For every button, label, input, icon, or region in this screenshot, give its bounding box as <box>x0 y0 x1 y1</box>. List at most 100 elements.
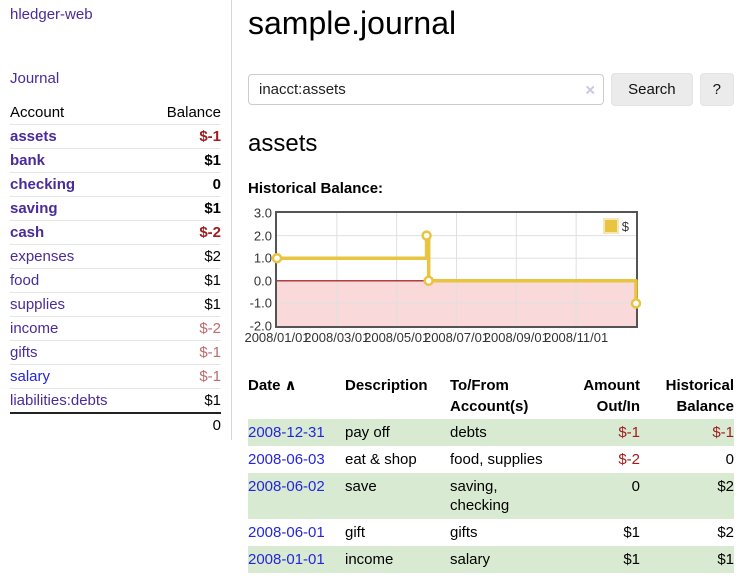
transaction-balance: 0 <box>725 451 734 468</box>
transaction-balance: $2 <box>717 524 734 541</box>
app-brand-link[interactable]: hledger-web <box>10 6 93 23</box>
transaction-row: 2008-06-02 save saving, checking 0 $2 <box>248 473 734 519</box>
x-tick-label: 2008/03/01 <box>304 330 370 345</box>
chart-title: Historical Balance: <box>248 180 384 197</box>
transaction-date-link[interactable]: 2008-06-03 <box>248 451 325 468</box>
transaction-row: 2008-01-01 income salary $1 $1 <box>248 546 734 573</box>
account-link[interactable]: assets <box>10 127 57 145</box>
transaction-balance: $1 <box>717 551 734 568</box>
account-link[interactable]: bank <box>10 151 46 169</box>
transaction-description: save <box>345 478 377 495</box>
transaction-balance: $2 <box>717 478 734 495</box>
transaction-amount: 0 <box>631 478 640 495</box>
account-balance: $-2 <box>145 220 221 245</box>
account-link[interactable]: income <box>10 319 59 337</box>
search-box: × <box>248 74 605 105</box>
account-row: gifts $-1 <box>10 340 221 365</box>
clear-search-icon[interactable]: × <box>585 80 596 99</box>
account-row: salary $-1 <box>10 364 221 389</box>
account-balance: $1 <box>145 268 221 293</box>
y-tick-label: 1.0 <box>253 250 272 266</box>
transaction-amount: $1 <box>623 551 640 568</box>
transaction-accounts: food, supplies <box>450 451 543 468</box>
legend-swatch-icon <box>602 218 619 234</box>
transaction-description: income <box>345 551 394 568</box>
account-balance: $1 <box>145 388 221 413</box>
account-link[interactable]: saving <box>10 199 58 217</box>
historical-balance-chart: $ 3.0 2.0 1.0 0.0 -1.0 -2.0 2008/01/01 2008/03… <box>244 207 734 351</box>
main-content: sample.journal × Search ? assets Histori… <box>244 0 734 573</box>
transaction-date-link[interactable]: 2008-01-01 <box>248 551 325 568</box>
account-balance: $-1 <box>145 340 221 365</box>
transaction-date-link[interactable]: 2008-06-01 <box>248 524 325 541</box>
balance-chart-svg <box>271 213 642 326</box>
transaction-balance: $-1 <box>712 424 734 441</box>
account-row: bank $1 <box>10 148 221 173</box>
transaction-amount: $-2 <box>618 451 640 468</box>
transaction-description: pay off <box>345 424 390 441</box>
search-button[interactable]: Search <box>611 73 693 106</box>
account-row: expenses $2 <box>10 244 221 269</box>
transaction-description: gift <box>345 524 366 541</box>
accounts-total-row: 0 <box>10 412 221 437</box>
account-row: income $-2 <box>10 316 221 341</box>
date-column-header[interactable]: Date ∧ <box>248 377 297 394</box>
account-link[interactable]: expenses <box>10 247 75 265</box>
x-tick-label: 2008/05/01 <box>364 330 430 345</box>
transaction-accounts: gifts <box>450 524 478 541</box>
account-balance: $1 <box>145 196 221 221</box>
account-balance: $2 <box>145 244 221 269</box>
accounts-table: Account Balance assets $-1 bank $1 check… <box>10 101 221 437</box>
legend-series-label: $ <box>621 218 629 234</box>
x-tick-label: 2008/11/01 <box>544 330 609 345</box>
account-row: saving $1 <box>10 196 221 221</box>
account-balance: $-1 <box>145 364 221 389</box>
account-row: checking 0 <box>10 172 221 197</box>
accounts-table-header: Account Balance <box>10 101 221 125</box>
account-row: cash $-2 <box>10 220 221 245</box>
sidebar-item-journal[interactable]: Journal <box>10 70 60 87</box>
account-link[interactable]: liabilities:debts <box>10 391 108 409</box>
transaction-row: 2008-12-31 pay off debts $-1 $-1 <box>248 419 734 446</box>
help-button[interactable]: ? <box>699 73 734 106</box>
account-balance: 0 <box>145 172 221 197</box>
transaction-date-link[interactable]: 2008-06-02 <box>248 478 325 495</box>
transaction-amount: $1 <box>623 524 640 541</box>
account-link[interactable]: food <box>10 271 40 289</box>
chart-plot-area: $ <box>271 211 642 328</box>
account-heading: assets <box>248 130 318 157</box>
account-row: assets $-1 <box>10 124 221 149</box>
account-balance: $-1 <box>145 124 221 149</box>
transaction-accounts: saving, checking <box>450 478 510 514</box>
transaction-accounts: salary <box>450 551 491 568</box>
transaction-amount: $-1 <box>618 424 640 441</box>
account-link[interactable]: checking <box>10 175 76 193</box>
search-input[interactable] <box>248 74 605 105</box>
balance-column-header: Balance <box>166 103 221 121</box>
account-link[interactable]: gifts <box>10 343 38 361</box>
chart-legend: $ <box>600 217 631 235</box>
x-tick-label: 2008/01/01 <box>244 330 310 345</box>
transaction-description: eat & shop <box>345 451 417 468</box>
account-row: liabilities:debts $1 <box>10 388 221 413</box>
transaction-row: 2008-06-01 gift gifts $1 $2 <box>248 519 734 546</box>
y-tick-label: 2.0 <box>253 228 272 244</box>
account-link[interactable]: supplies <box>10 295 66 313</box>
account-balance: $-2 <box>145 316 221 341</box>
transaction-accounts: debts <box>450 424 487 441</box>
account-row: food $1 <box>10 268 221 293</box>
description-column-header: Description <box>345 377 428 394</box>
transaction-date-link[interactable]: 2008-12-31 <box>248 424 325 441</box>
account-row: supplies $1 <box>10 292 221 317</box>
y-tick-label: 0.0 <box>253 273 272 289</box>
register-table: Date ∧ Description To/From Account(s) Amou… <box>248 373 734 573</box>
accounts-column-header: To/From Account(s) <box>450 377 529 415</box>
account-column-header: Account <box>10 103 65 121</box>
account-link[interactable]: salary <box>10 367 51 385</box>
account-balance: $1 <box>145 148 221 173</box>
account-link[interactable]: cash <box>10 223 45 241</box>
transaction-row: 2008-06-03 eat & shop food, supplies $-2… <box>248 446 734 473</box>
y-tick-label: -1.0 <box>249 295 272 311</box>
total-balance: 0 <box>10 412 221 437</box>
register-header-row: Date ∧ Description To/From Account(s) Amou… <box>248 373 734 419</box>
